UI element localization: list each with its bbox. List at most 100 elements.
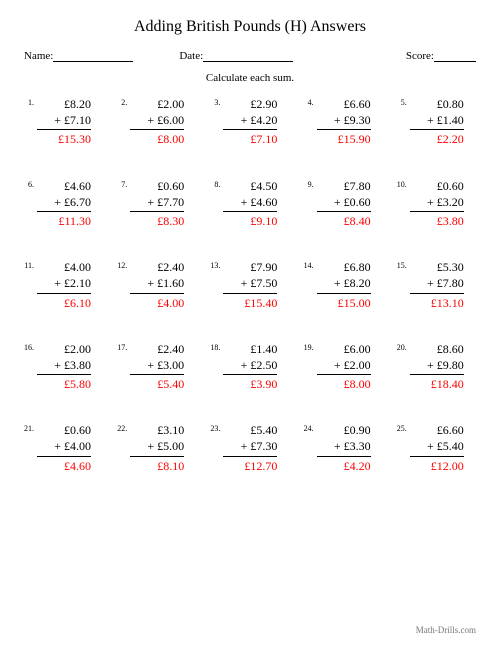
addend-top: £0.80 [410, 96, 464, 112]
problem-number: 14. [304, 259, 317, 270]
name-label: Name: [24, 50, 53, 62]
problem: 9.£7.80+ £0.60£8.40 [304, 178, 383, 230]
addend-top: £6.60 [410, 422, 464, 438]
problem-stack: £0.80+ £1.40£2.20 [410, 96, 464, 148]
problem-stack: £6.60+ £5.40£12.00 [410, 422, 464, 474]
addend-top: £4.00 [37, 259, 91, 275]
problem: 8.£4.50+ £4.60£9.10 [210, 178, 289, 230]
addend-top: £6.60 [317, 96, 371, 112]
addend-bottom: + £3.00 [130, 357, 184, 375]
problem-number: 2. [117, 96, 130, 107]
problem-stack: £2.40+ £1.60£4.00 [130, 259, 184, 311]
problem: 4.£6.60+ £9.30£15.90 [304, 96, 383, 148]
problem-number: 25. [397, 422, 410, 433]
problems-grid: 1.£8.20+ £7.10£15.302.£2.00+ £6.00£8.003… [24, 96, 476, 474]
header-row: Name: Date: Score: [24, 50, 476, 62]
answer: £13.10 [410, 294, 464, 311]
addend-top: £1.40 [223, 341, 277, 357]
problem-stack: £0.60+ £4.00£4.60 [37, 422, 91, 474]
addend-bottom: + £7.50 [223, 275, 277, 293]
problem: 10.£0.60+ £3.20£3.80 [397, 178, 476, 230]
addend-top: £0.60 [130, 178, 184, 194]
problem-number: 12. [117, 259, 130, 270]
problem-number: 20. [397, 341, 410, 352]
answer: £2.20 [410, 130, 464, 147]
answer: £15.90 [317, 130, 371, 147]
problem: 6.£4.60+ £6.70£11.30 [24, 178, 103, 230]
problem-stack: £6.00+ £2.00£8.00 [317, 341, 371, 393]
problem-stack: £0.60+ £3.20£3.80 [410, 178, 464, 230]
answer: £5.40 [130, 375, 184, 392]
problem-stack: £2.00+ £3.80£5.80 [37, 341, 91, 393]
problem-stack: £2.90+ £4.20£7.10 [223, 96, 277, 148]
addend-bottom: + £3.80 [37, 357, 91, 375]
answer: £15.00 [317, 294, 371, 311]
problem: 5.£0.80+ £1.40£2.20 [397, 96, 476, 148]
addend-bottom: + £6.70 [37, 194, 91, 212]
problem-stack: £4.00+ £2.10£6.10 [37, 259, 91, 311]
addend-top: £2.90 [223, 96, 277, 112]
page-title: Adding British Pounds (H) Answers [24, 18, 476, 36]
answer: £3.80 [410, 212, 464, 229]
name-underline [53, 51, 133, 62]
problem-stack: £8.60+ £9.80£18.40 [410, 341, 464, 393]
answer: £4.60 [37, 457, 91, 474]
addend-bottom: + £0.60 [317, 194, 371, 212]
answer: £8.40 [317, 212, 371, 229]
problem: 23.£5.40+ £7.30£12.70 [210, 422, 289, 474]
addend-bottom: + £5.00 [130, 438, 184, 456]
addend-top: £5.40 [223, 422, 277, 438]
answer: £7.10 [223, 130, 277, 147]
problem-stack: £7.90+ £7.50£15.40 [223, 259, 277, 311]
problem: 11.£4.00+ £2.10£6.10 [24, 259, 103, 311]
addend-top: £6.80 [317, 259, 371, 275]
problem-number: 22. [117, 422, 130, 433]
answer: £6.10 [37, 294, 91, 311]
problem: 17.£2.40+ £3.00£5.40 [117, 341, 196, 393]
problem: 2.£2.00+ £6.00£8.00 [117, 96, 196, 148]
answer: £8.10 [130, 457, 184, 474]
score-label: Score: [406, 50, 434, 62]
problem: 12.£2.40+ £1.60£4.00 [117, 259, 196, 311]
problem-number: 21. [24, 422, 37, 433]
addend-top: £3.10 [130, 422, 184, 438]
problem-number: 23. [210, 422, 223, 433]
problem: 24.£0.90+ £3.30£4.20 [304, 422, 383, 474]
problem-stack: £4.60+ £6.70£11.30 [37, 178, 91, 230]
problem-stack: £0.60+ £7.70£8.30 [130, 178, 184, 230]
problem: 18.£1.40+ £2.50£3.90 [210, 341, 289, 393]
answer: £8.00 [130, 130, 184, 147]
instruction: Calculate each sum. [24, 72, 476, 84]
addend-top: £7.90 [223, 259, 277, 275]
addend-top: £7.80 [317, 178, 371, 194]
answer: £4.20 [317, 457, 371, 474]
answer: £8.30 [130, 212, 184, 229]
problem-number: 8. [210, 178, 223, 189]
addend-top: £5.30 [410, 259, 464, 275]
addend-bottom: + £4.60 [223, 194, 277, 212]
problem: 15.£5.30+ £7.80£13.10 [397, 259, 476, 311]
problem-stack: £6.80+ £8.20£15.00 [317, 259, 371, 311]
addend-top: £4.50 [223, 178, 277, 194]
addend-bottom: + £4.20 [223, 112, 277, 130]
addend-top: £2.00 [130, 96, 184, 112]
date-label: Date: [179, 50, 203, 62]
problem-stack: £2.40+ £3.00£5.40 [130, 341, 184, 393]
problem-number: 19. [304, 341, 317, 352]
addend-bottom: + £2.00 [317, 357, 371, 375]
addend-top: £0.90 [317, 422, 371, 438]
problem-stack: £3.10+ £5.00£8.10 [130, 422, 184, 474]
addend-bottom: + £3.20 [410, 194, 464, 212]
addend-bottom: + £1.60 [130, 275, 184, 293]
addend-top: £4.60 [37, 178, 91, 194]
problem-number: 16. [24, 341, 37, 352]
addend-bottom: + £1.40 [410, 112, 464, 130]
addend-bottom: + £7.10 [37, 112, 91, 130]
problem-stack: £7.80+ £0.60£8.40 [317, 178, 371, 230]
problem: 3.£2.90+ £4.20£7.10 [210, 96, 289, 148]
addend-top: £2.00 [37, 341, 91, 357]
addend-bottom: + £7.30 [223, 438, 277, 456]
problem-number: 1. [24, 96, 37, 107]
answer: £12.70 [223, 457, 277, 474]
date-underline [203, 51, 293, 62]
